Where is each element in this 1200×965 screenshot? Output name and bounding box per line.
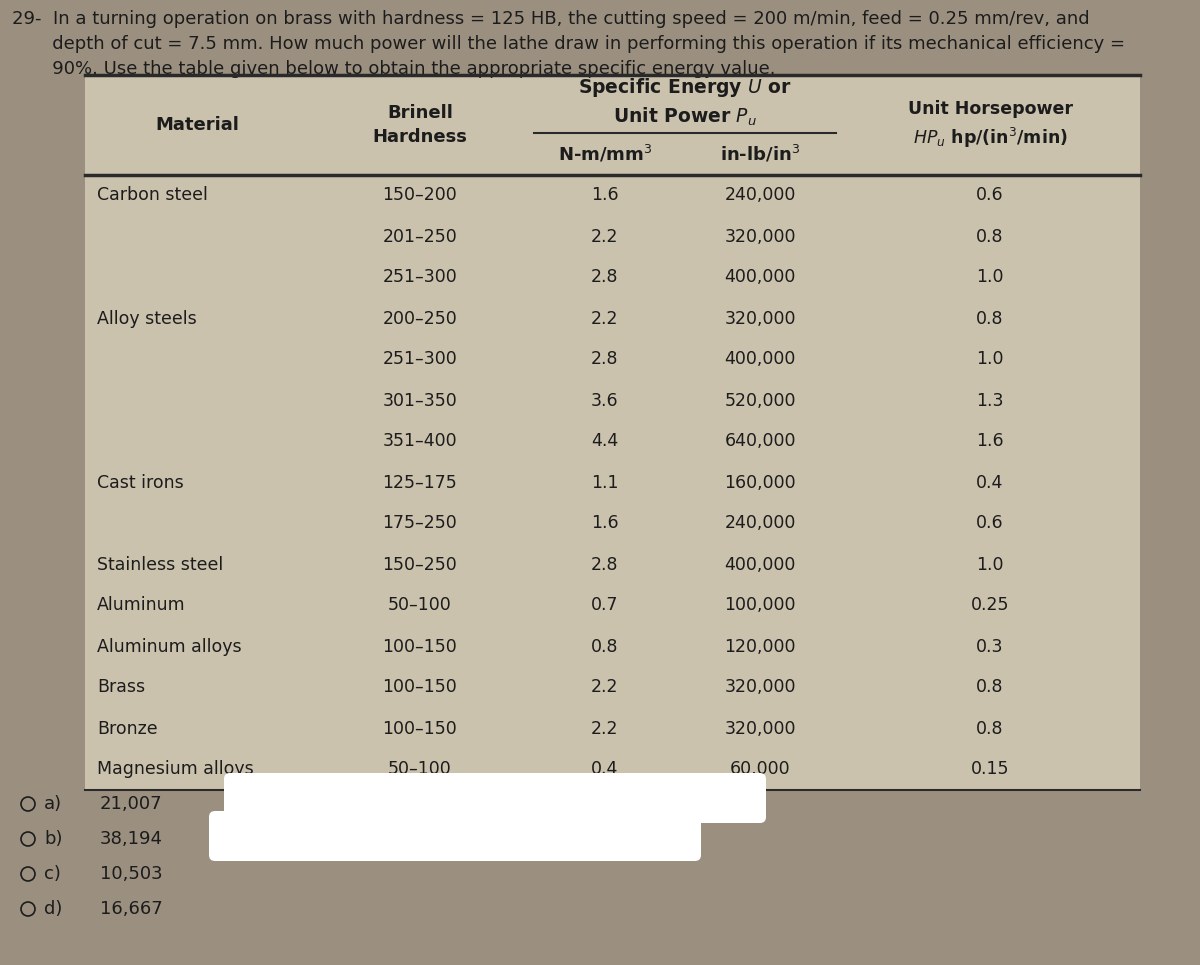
Text: 38,194: 38,194 — [100, 830, 163, 848]
Text: 0.25: 0.25 — [971, 596, 1009, 615]
Text: Material: Material — [156, 116, 240, 134]
Text: 320,000: 320,000 — [725, 310, 796, 327]
Text: 251–300: 251–300 — [383, 350, 457, 369]
Text: 1.0: 1.0 — [977, 350, 1003, 369]
Text: 0.15: 0.15 — [971, 760, 1009, 779]
Text: 301–350: 301–350 — [383, 392, 457, 409]
Text: Bronze: Bronze — [97, 720, 157, 737]
Text: Alloy steels: Alloy steels — [97, 310, 197, 327]
Text: 200–250: 200–250 — [383, 310, 457, 327]
Text: d): d) — [44, 900, 62, 918]
Text: a): a) — [44, 795, 62, 813]
Text: N-m/mm$^3$: N-m/mm$^3$ — [558, 144, 653, 165]
Text: 320,000: 320,000 — [725, 720, 796, 737]
Text: Aluminum: Aluminum — [97, 596, 186, 615]
Text: 4.4: 4.4 — [592, 432, 619, 451]
Text: 1.0: 1.0 — [977, 556, 1003, 573]
FancyBboxPatch shape — [209, 811, 701, 861]
Text: 2.8: 2.8 — [592, 350, 619, 369]
Text: 100–150: 100–150 — [383, 678, 457, 697]
Text: Aluminum alloys: Aluminum alloys — [97, 638, 241, 655]
Text: 0.3: 0.3 — [977, 638, 1003, 655]
Text: 100,000: 100,000 — [725, 596, 796, 615]
Text: 240,000: 240,000 — [725, 514, 796, 533]
Text: 0.7: 0.7 — [592, 596, 619, 615]
Text: 2.8: 2.8 — [592, 556, 619, 573]
Text: 2.2: 2.2 — [592, 228, 619, 245]
Text: Brinell
Hardness: Brinell Hardness — [372, 104, 468, 146]
Text: 1.6: 1.6 — [592, 186, 619, 205]
Text: 90%. Use the table given below to obtain the appropriate specific energy value.: 90%. Use the table given below to obtain… — [12, 60, 775, 78]
Text: Magnesium alloys: Magnesium alloys — [97, 760, 253, 779]
Text: 1.0: 1.0 — [977, 268, 1003, 287]
FancyBboxPatch shape — [224, 773, 766, 823]
Text: 0.6: 0.6 — [976, 186, 1004, 205]
Text: 16,667: 16,667 — [100, 900, 163, 918]
Text: 3.6: 3.6 — [592, 392, 619, 409]
Text: 640,000: 640,000 — [725, 432, 796, 451]
Text: 251–300: 251–300 — [383, 268, 457, 287]
Text: 100–150: 100–150 — [383, 638, 457, 655]
Text: 0.4: 0.4 — [592, 760, 619, 779]
Text: 2.8: 2.8 — [592, 268, 619, 287]
Text: Stainless steel: Stainless steel — [97, 556, 223, 573]
Text: 1.1: 1.1 — [592, 474, 619, 491]
Text: Unit Horsepower
$HP_u$ hp/(in$^3$/min): Unit Horsepower $HP_u$ hp/(in$^3$/min) — [907, 100, 1073, 150]
Text: Brass: Brass — [97, 678, 145, 697]
Bar — [85, 75, 1140, 790]
Text: depth of cut = 7.5 mm. How much power will the lathe draw in performing this ope: depth of cut = 7.5 mm. How much power wi… — [12, 35, 1126, 53]
Text: 400,000: 400,000 — [725, 268, 796, 287]
Text: c): c) — [44, 865, 61, 883]
Text: 0.8: 0.8 — [977, 720, 1003, 737]
Text: 520,000: 520,000 — [725, 392, 796, 409]
Text: 400,000: 400,000 — [725, 350, 796, 369]
Text: 150–250: 150–250 — [383, 556, 457, 573]
Text: 21,007: 21,007 — [100, 795, 163, 813]
Text: 320,000: 320,000 — [725, 228, 796, 245]
Text: 120,000: 120,000 — [725, 638, 796, 655]
Text: 125–175: 125–175 — [383, 474, 457, 491]
Text: 320,000: 320,000 — [725, 678, 796, 697]
Text: Cast irons: Cast irons — [97, 474, 184, 491]
Text: 175–250: 175–250 — [383, 514, 457, 533]
Text: 29-  In a turning operation on brass with hardness = 125 HB, the cutting speed =: 29- In a turning operation on brass with… — [12, 10, 1090, 28]
Text: 0.8: 0.8 — [977, 310, 1003, 327]
Text: 1.3: 1.3 — [977, 392, 1003, 409]
Text: 2.2: 2.2 — [592, 310, 619, 327]
Text: Specific Energy $U$ or
Unit Power $P_u$: Specific Energy $U$ or Unit Power $P_u$ — [578, 76, 792, 128]
Text: 2.2: 2.2 — [592, 678, 619, 697]
Text: 0.6: 0.6 — [976, 514, 1004, 533]
Text: 0.8: 0.8 — [977, 678, 1003, 697]
Text: 50–100: 50–100 — [388, 760, 452, 779]
Text: 201–250: 201–250 — [383, 228, 457, 245]
Text: 10,503: 10,503 — [100, 865, 163, 883]
Text: 240,000: 240,000 — [725, 186, 796, 205]
Text: 351–400: 351–400 — [383, 432, 457, 451]
Text: 60,000: 60,000 — [730, 760, 791, 779]
Text: 400,000: 400,000 — [725, 556, 796, 573]
Text: 0.8: 0.8 — [977, 228, 1003, 245]
Text: 2.2: 2.2 — [592, 720, 619, 737]
Text: Carbon steel: Carbon steel — [97, 186, 208, 205]
Text: 100–150: 100–150 — [383, 720, 457, 737]
Text: in-lb/in$^3$: in-lb/in$^3$ — [720, 144, 800, 165]
Text: 160,000: 160,000 — [724, 474, 796, 491]
Text: 1.6: 1.6 — [592, 514, 619, 533]
Text: 1.6: 1.6 — [976, 432, 1004, 451]
Text: b): b) — [44, 830, 62, 848]
Text: 0.4: 0.4 — [977, 474, 1003, 491]
Text: 0.8: 0.8 — [592, 638, 619, 655]
Text: 150–200: 150–200 — [383, 186, 457, 205]
Text: 50–100: 50–100 — [388, 596, 452, 615]
